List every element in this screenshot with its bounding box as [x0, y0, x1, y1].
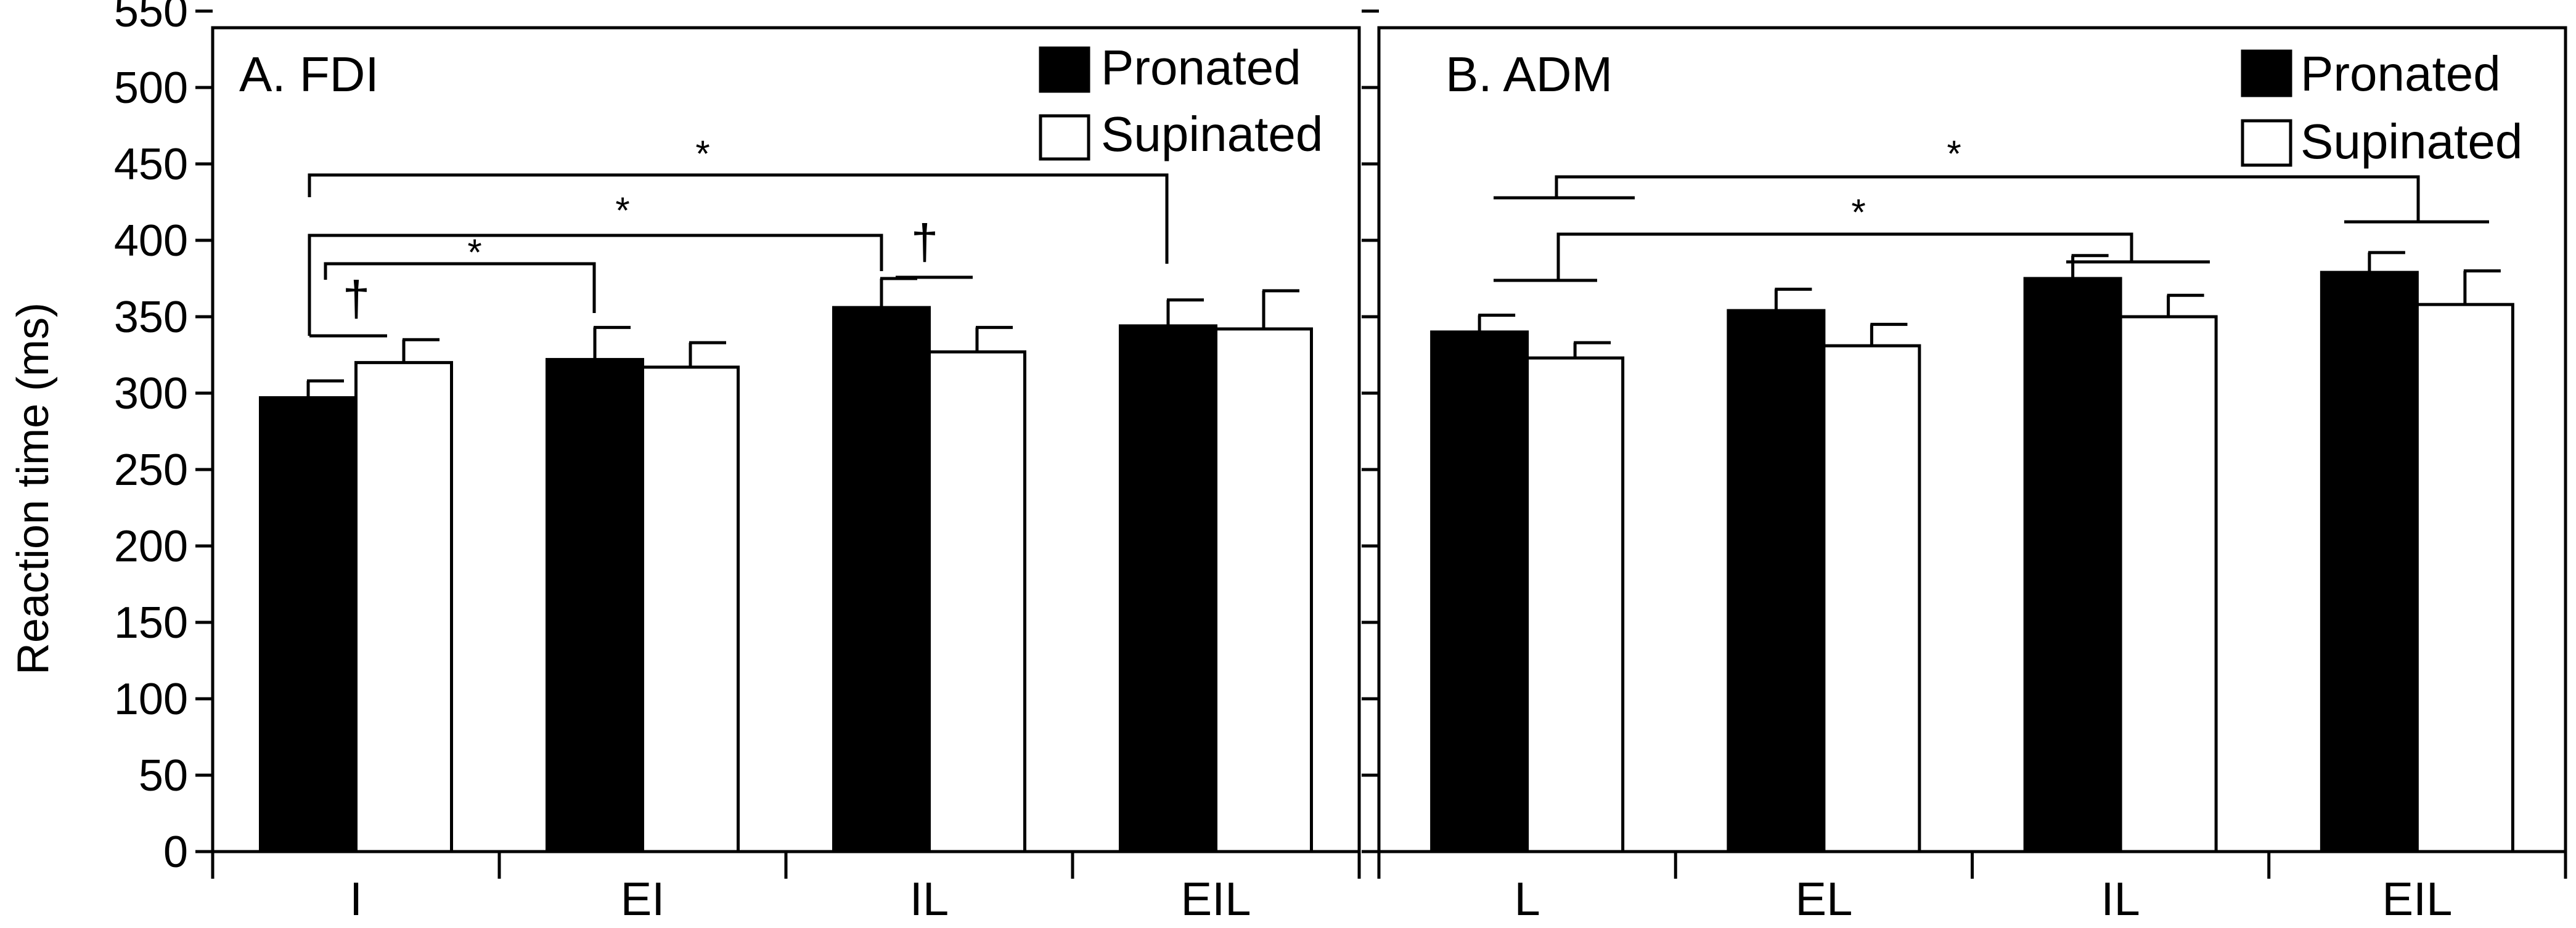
y-tick-label: 450 [114, 140, 188, 189]
bar-pronated [832, 306, 931, 853]
bar-supinated [2119, 315, 2218, 853]
sig-mark-i-ei: * [467, 232, 481, 273]
y-tick-label: 150 [114, 598, 188, 648]
y-tick-label: 200 [114, 522, 188, 571]
y-tick-label: 250 [114, 446, 188, 495]
sig-mark-dagger-il: † [911, 214, 939, 269]
category-label: EL [1795, 873, 1852, 926]
legend-label-supinated: Supinated [2300, 114, 2522, 169]
panel-b-x-ticks: L EL IL EIL [1377, 852, 2567, 926]
legend-label-pronated: Pronated [2300, 46, 2501, 101]
panel-a-bars [259, 277, 1313, 853]
panel-b-adm: L EL IL EIL B. ADM Pronated Supinated * * [1362, 9, 2567, 926]
panel-b-bars [1430, 251, 2514, 853]
sig-mark-i-il: * [615, 190, 629, 231]
category-label: EI [621, 873, 665, 926]
bar-supinated [354, 360, 453, 853]
bar-pronated [2023, 277, 2122, 853]
sig-bracket-i-eil [308, 173, 1169, 264]
panel-a-x-ticks: I EI IL EIL [211, 852, 1361, 926]
bar-supinated [1214, 327, 1313, 853]
panel-b-title: B. ADM [1445, 47, 1613, 102]
y-tick-label: 500 [114, 63, 188, 113]
sig-mark-l-eil: * [1947, 133, 1961, 174]
sig-bracket-l-il [1556, 232, 2133, 280]
y-axis-title: Reaction time (ms) [9, 303, 58, 675]
legend-swatch-supinated [2241, 119, 2292, 167]
sig-mark-i-eil: * [695, 133, 709, 174]
legend-label-pronated: Pronated [1101, 40, 1301, 95]
y-tick-label: 0 [163, 828, 188, 877]
sig-bracket-l-eil [1555, 175, 2420, 222]
y-tick-label: 300 [114, 369, 188, 418]
bar-pronated [1430, 330, 1529, 853]
category-label: EIL [1180, 873, 1251, 926]
bar-supinated [641, 365, 740, 853]
sig-mark-l-il: * [1851, 192, 1865, 233]
sig-mark-dagger-i: † [343, 271, 370, 326]
category-label: EIL [2382, 873, 2452, 926]
category-label: IL [2101, 873, 2140, 926]
panel-b-significance [1494, 175, 2489, 282]
panel-b-y-ticks [1362, 9, 1379, 853]
bar-pronated [546, 357, 644, 853]
bar-supinated [1822, 344, 1921, 853]
y-tick-label: 350 [114, 293, 188, 342]
sig-bracket-i-ei [324, 262, 596, 313]
bar-pronated [2320, 271, 2419, 853]
legend-swatch-pronated [2241, 49, 2292, 97]
bar-supinated [2415, 303, 2514, 853]
panel-a-significance [308, 173, 1169, 338]
y-tick-label: 50 [139, 751, 188, 800]
panel-a-title: A. FDI [239, 47, 379, 102]
panel-a-y-ticks: 0 50 100 150 200 250 300 350 400 450 500 550 [114, 0, 213, 877]
bar-supinated [1526, 356, 1625, 853]
panel-b-legend: Pronated Supinated [2241, 46, 2522, 169]
y-tick-label: 550 [114, 0, 188, 36]
legend-swatch-supinated [1039, 114, 1090, 161]
category-label: L [1514, 873, 1540, 926]
bar-pronated [259, 396, 358, 853]
panel-a-legend: Pronated Supinated [1039, 40, 1323, 161]
bar-supinated [928, 350, 1026, 853]
bar-pronated [1119, 324, 1217, 853]
y-tick-label: 100 [114, 675, 188, 724]
y-tick-label: 400 [114, 216, 188, 266]
bar-pronated [1727, 309, 1826, 853]
legend-label-supinated: Supinated [1101, 107, 1323, 161]
category-label: IL [910, 873, 949, 926]
category-label: I [350, 873, 362, 926]
panel-a-fdi: 0 50 100 150 200 250 300 350 400 450 500 550 I EI IL E… [114, 0, 1361, 926]
legend-swatch-pronated [1039, 46, 1090, 93]
